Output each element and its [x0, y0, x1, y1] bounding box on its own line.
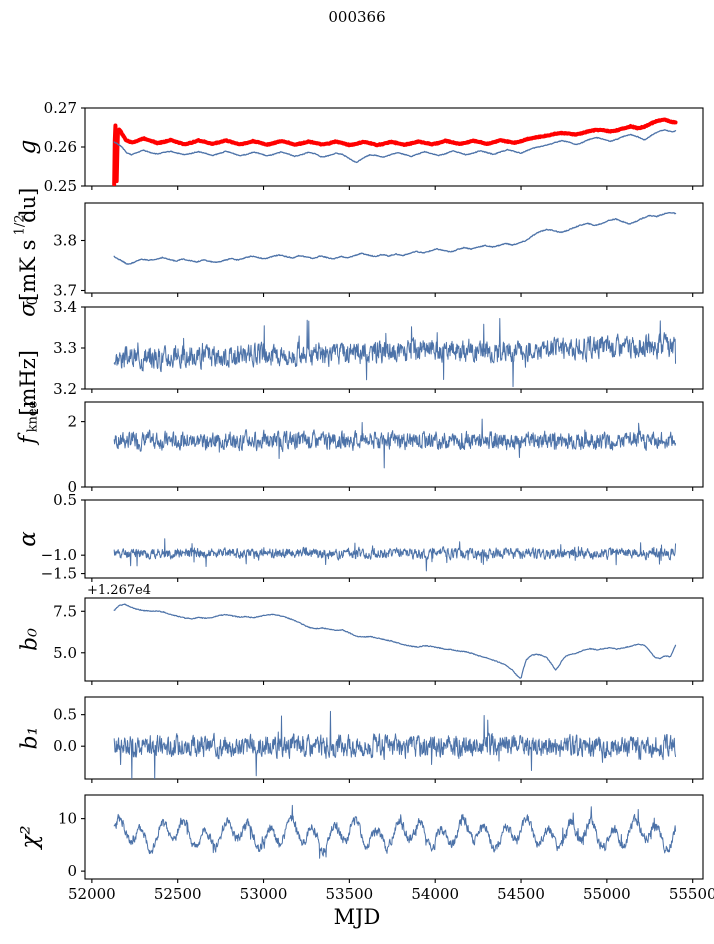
- y-tick-label: 0.0: [53, 737, 77, 755]
- y-tick-label: 10: [58, 810, 77, 828]
- panel-1: 0.25 0.26 0.27: [44, 99, 704, 195]
- x-tick-label: 55000: [583, 885, 631, 903]
- y-tick-label: 2: [67, 413, 77, 431]
- y-axis-label-part: du]: [16, 188, 40, 223]
- data-line: [113, 129, 677, 164]
- data-line: [113, 710, 677, 779]
- panel-frame: [84, 107, 704, 187]
- x-tick-label: 55500: [669, 885, 714, 903]
- data-line: [113, 603, 677, 679]
- y-axis-label-part: [mK s: [16, 240, 40, 301]
- data-line: [113, 804, 677, 859]
- axis-offset-label: +1.267e4: [87, 583, 151, 598]
- y-tick-label: 0.5: [53, 706, 77, 724]
- y-axis-label: b₀: [18, 628, 43, 651]
- x-tick-label: 52500: [154, 885, 202, 903]
- y-tick-label: 3.3: [53, 339, 77, 357]
- y-tick-label: −1.5: [41, 565, 77, 583]
- data-line: [113, 538, 677, 572]
- y-axis-label-part: [mHz]: [16, 350, 40, 416]
- data-line: [113, 211, 677, 265]
- panel-5: −1.5−1.0 0.5: [41, 491, 704, 583]
- y-tick-label: 3.7: [53, 282, 77, 300]
- data-line: [113, 317, 677, 388]
- data-line: [113, 418, 677, 469]
- data-line: [112, 117, 678, 186]
- y-tick-label: −1.0: [41, 546, 77, 564]
- y-tick-label: 7.5: [53, 602, 77, 620]
- panel-6: 5.0 7.5 +1.267e4: [53, 583, 704, 685]
- y-tick-label: 0: [67, 478, 77, 496]
- panel-8: 0 10: [58, 794, 704, 883]
- y-axis-label: g: [15, 140, 41, 155]
- x-tick-label: 53000: [240, 885, 288, 903]
- x-tick-label: 54000: [411, 885, 459, 903]
- y-tick-label: 3.8: [53, 232, 77, 250]
- y-tick-label: 0.26: [44, 138, 77, 156]
- y-tick-label: 0.27: [44, 99, 77, 117]
- y-axis-label: σ0 [mK s 1/2 du]: [13, 188, 42, 317]
- y-tick-label: 3.2: [53, 380, 77, 398]
- x-tick-label: 52000: [68, 885, 116, 903]
- y-axis-label-part: f: [16, 432, 41, 446]
- y-axis-label-part: 0: [25, 297, 41, 306]
- y-tick-label: 3.4: [53, 298, 77, 316]
- y-tick-label: 0.5: [53, 491, 77, 509]
- panel-frame: [84, 597, 704, 682]
- panel-2: 3.7 3.8: [53, 202, 704, 300]
- x-tick-label: 54500: [497, 885, 545, 903]
- panel-frame: [84, 499, 704, 579]
- y-tick-label: 0: [67, 862, 77, 880]
- panel-4: 02: [67, 401, 704, 496]
- y-axis-label: χ²: [17, 825, 43, 850]
- y-axis-label-part: σ: [16, 301, 41, 317]
- y-axis-label: b₁: [18, 727, 43, 750]
- panel-frame: [84, 202, 704, 294]
- panel-frame: [84, 696, 704, 780]
- y-axis-label: α: [15, 531, 41, 547]
- figure-title: 000366: [328, 8, 386, 26]
- y-tick-label: 0.25: [44, 177, 77, 195]
- y-tick-label: 5.0: [53, 644, 77, 662]
- y-axis-label-part: knee: [26, 400, 41, 432]
- y-axis-label-part: 1/2: [13, 214, 28, 235]
- x-tick-label: 53500: [326, 885, 374, 903]
- panel-7: 0.0 0.5: [53, 696, 704, 783]
- x-axis-label: MJD: [333, 905, 381, 929]
